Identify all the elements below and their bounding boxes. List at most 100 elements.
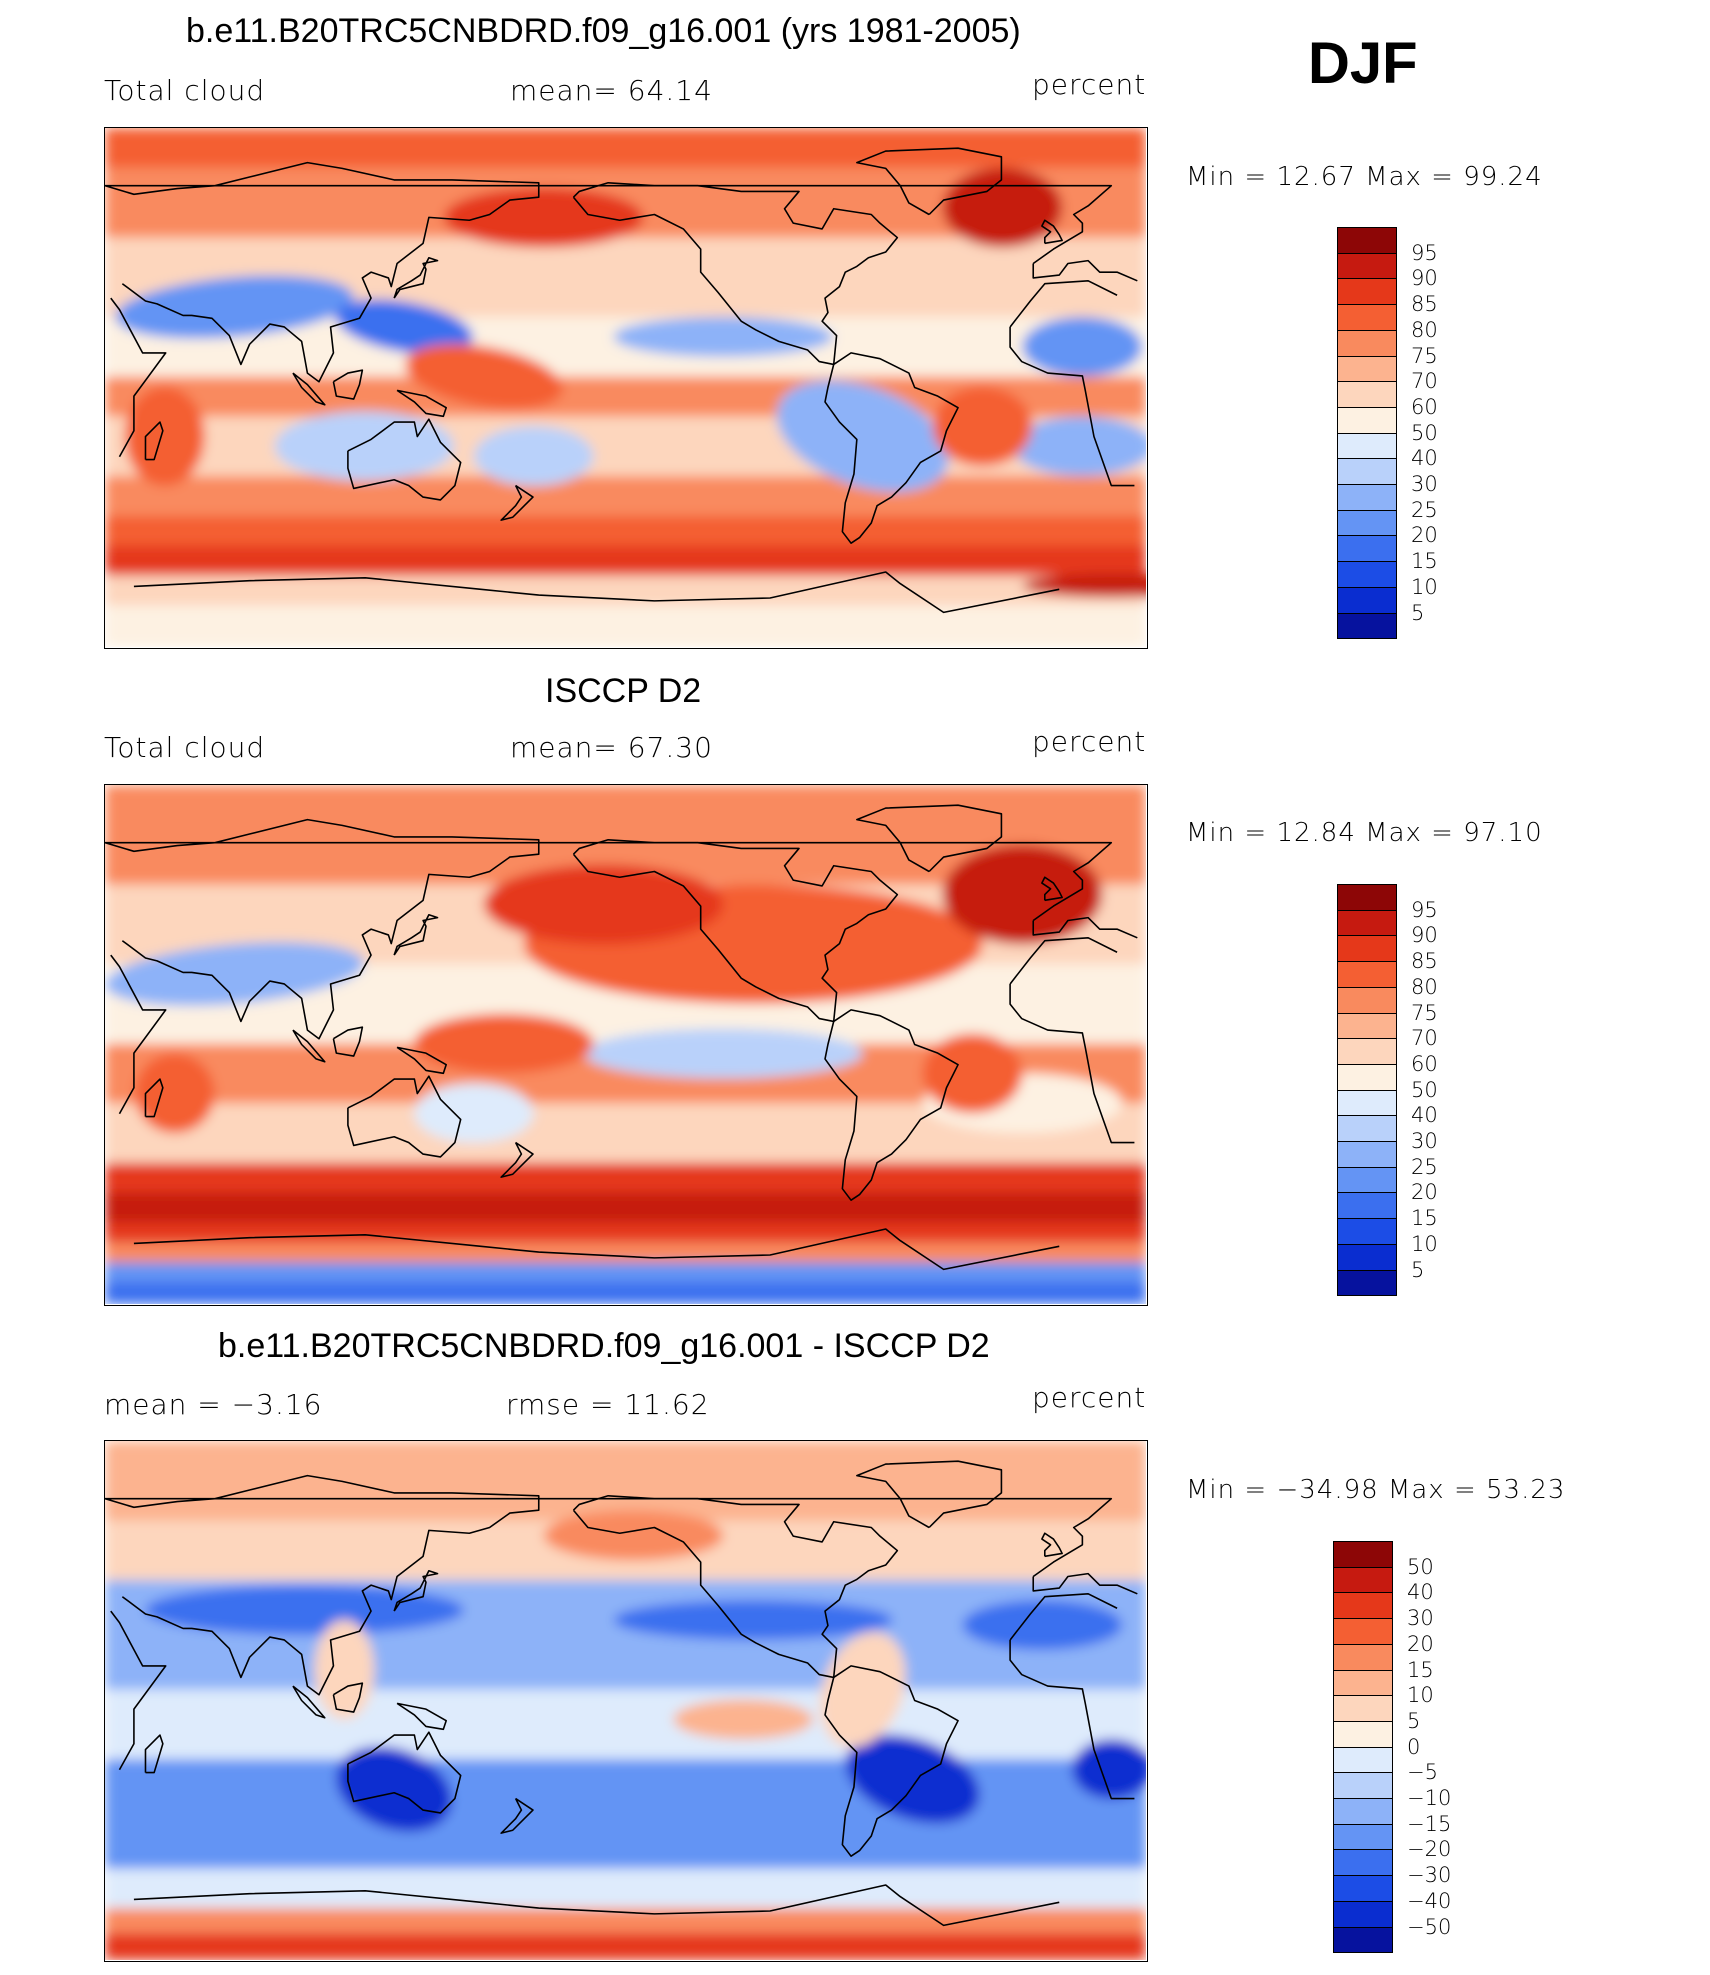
colorbar-swatch [1337,252,1397,279]
colorbar-swatch [1337,1063,1397,1091]
panel-1-variable-label: Total cloud [104,74,266,107]
colorbar-swatch [1337,909,1397,936]
colorbar-tick-label: 15 [1411,549,1438,574]
colorbar-swatch [1333,1592,1393,1619]
panel-3-rmse-label: rmse = 11.62 [506,1388,710,1421]
colorbar-tick-label: 25 [1411,1154,1438,1179]
panel-1-map [104,127,1148,649]
colorbar-tick-label: 70 [1411,1026,1438,1051]
colorbar-tick-label: 25 [1411,497,1438,522]
colorbar-swatch [1337,1269,1397,1296]
colorbar-tick-label: 95 [1411,240,1438,265]
colorbar-swatch [1337,381,1397,408]
colorbar-swatch [1333,1746,1393,1773]
colorbar-tick-label: 15 [1407,1657,1434,1682]
colorbar-swatch [1337,535,1397,562]
panel-2-units-label: percent [1032,725,1147,758]
panel-3-minmax: Min = −34.98 Max = 53.23 [1186,1475,1566,1505]
colorbar-tick-label: 20 [1411,1180,1438,1205]
colorbar-swatch [1337,484,1397,511]
colorbar-swatch [1337,612,1397,639]
colorbar-swatch [1333,1566,1393,1593]
panel-2-variable-label: Total cloud [104,731,266,764]
colorbar-tick-label: −50 [1407,1914,1452,1939]
colorbar-tick-label: −10 [1407,1786,1452,1810]
colorbar-tick-label: 10 [1411,1231,1438,1256]
colorbar-swatch [1337,1192,1397,1219]
colorbar-tick-label: 85 [1411,292,1438,317]
colorbar-swatch [1333,1643,1393,1671]
colorbar-tick-label: 40 [1411,1103,1438,1128]
colorbar-swatch [1337,278,1397,305]
colorbar-tick-label: 75 [1411,343,1438,368]
colorbar-swatch [1337,1243,1397,1271]
panel-1-minmax: Min = 12.67 Max = 99.24 [1186,162,1543,192]
colorbar-swatch [1337,227,1397,254]
colorbar-swatch [1337,458,1397,485]
colorbar-tick-label: 50 [1407,1554,1434,1579]
colorbar-swatch [1333,1875,1393,1902]
colorbar-swatch [1337,1038,1397,1065]
colorbar-tick-label: −15 [1407,1811,1452,1836]
panel-1-units-label: percent [1032,68,1147,101]
panel-2-mean-label: mean= 67.30 [510,731,713,764]
colorbar-tick-label: 40 [1411,446,1438,471]
colorbar-tick-label: 80 [1411,317,1438,342]
colorbar-tick-label: 0 [1407,1734,1421,1759]
colorbar-swatch [1337,1218,1397,1245]
colorbar-tick-label: 30 [1411,472,1438,496]
colorbar-swatch [1337,986,1397,1014]
colorbar-swatch [1333,1926,1393,1953]
colorbar-tick-label: 60 [1411,394,1438,419]
colorbar-tick-label: 85 [1411,949,1438,974]
panel-1-title: b.e11.B20TRC5CNBDRD.f09_g16.001 (yrs 198… [186,12,1021,50]
colorbar-tick-label: 30 [1407,1606,1434,1631]
colorbar-swatch [1333,1618,1393,1645]
map-field [105,1441,1146,1960]
colorbar-tick-label: −30 [1407,1863,1452,1888]
colorbar-tick-label: 5 [1411,600,1425,625]
colorbar-swatch [1337,561,1397,588]
panel-3-map [104,1440,1148,1962]
colorbar-swatch [1337,884,1397,911]
map-field [105,128,1146,647]
colorbar-swatch [1337,586,1397,614]
panel-3-units-label: percent [1032,1381,1147,1414]
panel-1-mean-label: mean= 64.14 [510,74,713,107]
colorbar-swatch [1337,1012,1397,1039]
colorbar-swatch [1337,935,1397,962]
colorbar-swatch [1337,1141,1397,1168]
colorbar-tick-label: 5 [1411,1257,1425,1282]
colorbar-swatch [1337,432,1397,459]
colorbar-swatch [1333,1695,1393,1722]
colorbar-swatch [1333,1669,1393,1696]
colorbar-swatch [1333,1541,1393,1568]
colorbar-swatch [1333,1849,1393,1876]
colorbar-swatch [1337,304,1397,331]
colorbar-tick-label: 30 [1411,1129,1438,1153]
colorbar-tick-label: 40 [1407,1580,1434,1605]
colorbar-tick-label: 75 [1411,1000,1438,1025]
colorbar-tick-label: −5 [1407,1760,1438,1785]
colorbar-tick-label: 5 [1407,1708,1421,1733]
colorbar-tick-label: 10 [1407,1683,1434,1708]
colorbar-tick-label: 15 [1411,1206,1438,1231]
colorbar-swatch [1333,1798,1393,1825]
map-field [105,785,1146,1304]
colorbar-tick-label: 90 [1411,266,1438,291]
colorbar-swatch [1333,1720,1393,1748]
colorbar-tick-label: 20 [1411,523,1438,548]
colorbar-tick-label: 70 [1411,369,1438,394]
colorbar-tick-label: −20 [1407,1837,1452,1862]
panel-3-title: b.e11.B20TRC5CNBDRD.f09_g16.001 - ISCCP … [218,1327,990,1365]
panel-2-map [104,784,1148,1306]
colorbar-swatch [1337,1089,1397,1116]
colorbar-tick-label: 95 [1411,897,1438,922]
panel-2-title: ISCCP D2 [545,672,702,710]
colorbar-tick-label: 10 [1411,574,1438,599]
panel-3-mean-label: mean = −3.16 [104,1388,323,1421]
colorbar-swatch [1337,329,1397,357]
colorbar-swatch [1337,961,1397,988]
colorbar-tick-label: 90 [1411,923,1438,948]
colorbar-tick-label: 50 [1411,1077,1438,1102]
